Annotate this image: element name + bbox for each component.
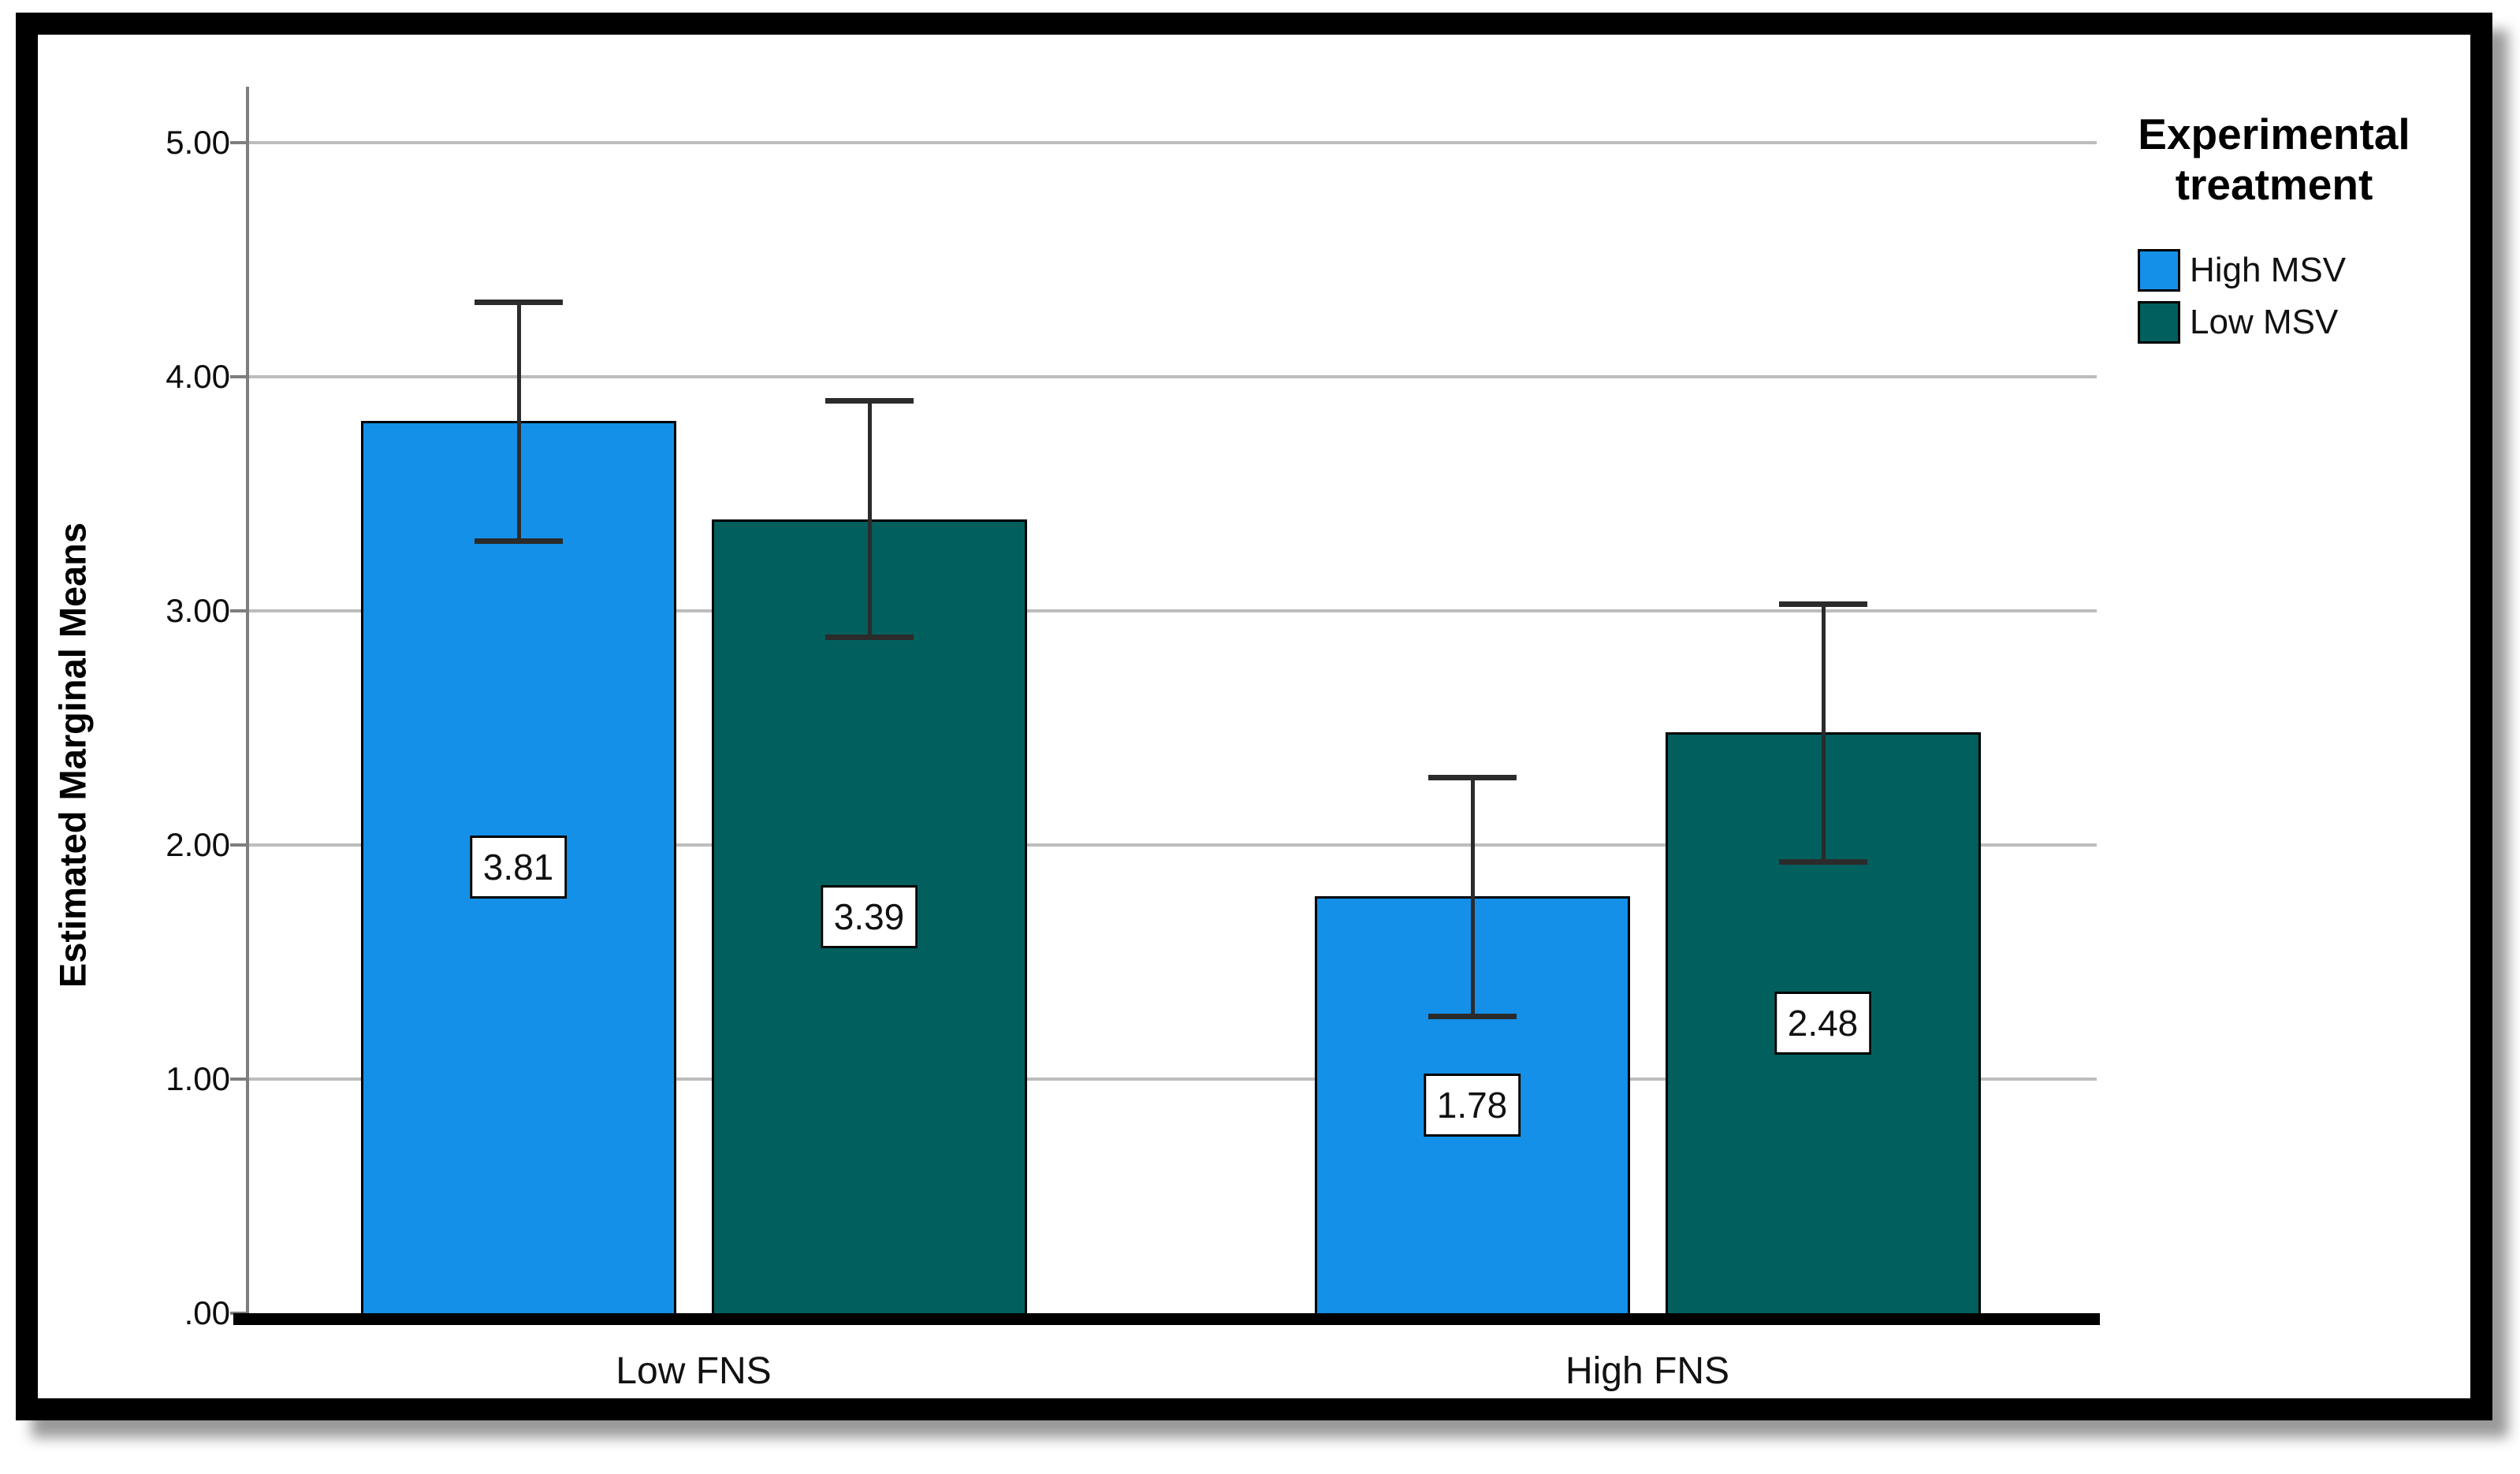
legend: Experimental treatment High MSV Low MSV — [2089, 109, 2459, 348]
grid-line — [248, 141, 2097, 144]
chart-outer-frame — [16, 13, 2492, 1420]
y-tick-mark — [230, 609, 248, 612]
x-category-label: Low FNS — [616, 1350, 772, 1392]
legend-item-label: Low MSV — [2190, 303, 2339, 341]
legend-swatch-icon — [2138, 301, 2180, 344]
y-tick-label: 3.00 — [166, 592, 230, 629]
y-tick-label: 5.00 — [166, 124, 230, 161]
grid-line — [248, 609, 2097, 612]
y-axis — [246, 87, 249, 1313]
bar-value-label: 2.48 — [1774, 991, 1872, 1055]
error-bar-cap-bottom — [1778, 858, 1867, 865]
y-tick-mark — [230, 1078, 248, 1081]
y-tick-label: 1.00 — [166, 1060, 230, 1097]
error-bar — [516, 301, 521, 541]
grid-line — [248, 843, 2097, 847]
error-bar-cap-top — [1428, 774, 1517, 780]
legend-item: High MSV — [2138, 244, 2459, 296]
y-tick-mark — [230, 843, 248, 847]
bar-value-label: 3.81 — [469, 836, 568, 899]
y-tick-label: 4.00 — [166, 358, 230, 395]
grid-line — [248, 375, 2097, 378]
error-bar-cap-bottom — [824, 634, 914, 640]
y-tick-label: 2.00 — [166, 826, 230, 863]
error-bar — [1821, 604, 1826, 862]
y-tick-mark — [230, 375, 248, 378]
grid-line — [248, 1078, 2097, 1081]
y-tick-label: .00 — [184, 1294, 230, 1331]
bar-value-label: 3.39 — [820, 884, 918, 948]
x-axis-baseline — [233, 1313, 2100, 1325]
legend-title-line-1: Experimental — [2138, 110, 2410, 158]
error-bar-cap-bottom — [474, 538, 563, 544]
legend-items: High MSV Low MSV — [2138, 244, 2459, 348]
y-tick-mark — [230, 141, 248, 144]
legend-title-line-2: treatment — [2175, 160, 2373, 209]
x-category-label: High FNS — [1565, 1350, 1730, 1392]
legend-swatch-icon — [2138, 249, 2180, 292]
error-bar-cap-top — [824, 397, 914, 404]
error-bar-cap-top — [1778, 601, 1867, 608]
error-bar — [867, 400, 872, 637]
bar-value-label: 1.78 — [1423, 1073, 1521, 1137]
error-bar — [1470, 776, 1475, 1016]
error-bar-cap-bottom — [1428, 1013, 1517, 1019]
error-bar-cap-top — [474, 299, 563, 305]
y-axis-title: Estimated Marginal Means — [51, 522, 94, 988]
legend-item: Low MSV — [2138, 296, 2459, 348]
legend-item-label: High MSV — [2190, 251, 2347, 289]
